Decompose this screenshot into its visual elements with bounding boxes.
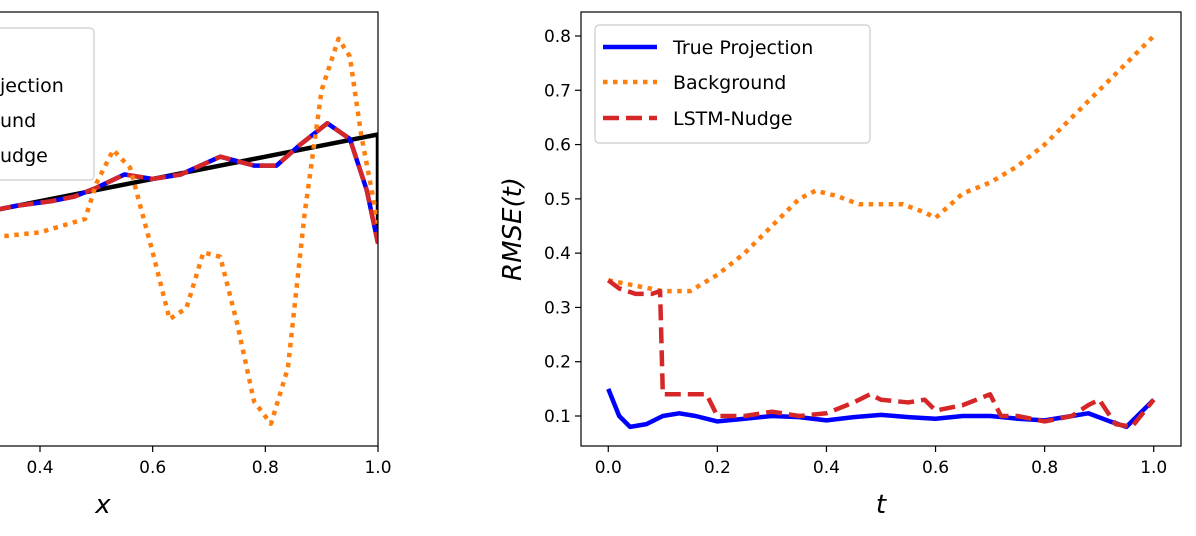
y-tick-label: 0.6	[544, 136, 571, 156]
left-series-truth	[0, 132, 378, 237]
y-tick-label: 0.4	[544, 244, 571, 264]
right-legend: True Projection Background LSTM-Nudge	[594, 24, 871, 144]
right-plot-area	[606, 34, 1156, 430]
right-chart-panel: 0.0 0.2 0.4 0.6 0.8 1.0 0.1 0.2 0.3 0.4 0.5 0.6 0.7…	[498, 11, 1182, 520]
left-legend-entry-3: udge	[0, 145, 48, 167]
x-tick-label: 1.0	[364, 458, 391, 478]
right-series-group	[606, 34, 1156, 430]
x-tick-label: 0.6	[922, 458, 949, 478]
left-legend-entry-1: jection	[0, 75, 64, 97]
left-x-axis-label: x	[94, 490, 111, 520]
left-chart-panel: 0.4 0.6 0.8 1.0 jection und udge x	[0, 11, 392, 520]
y-tick-label: 0.3	[544, 298, 571, 318]
right-plot-frame	[580, 11, 1182, 447]
x-tick-label: 1.0	[1140, 458, 1167, 478]
x-tick-label: 0.6	[139, 458, 166, 478]
right-y-ticks: 0.1 0.2 0.3 0.4 0.5 0.6 0.7 0.8	[544, 27, 581, 427]
x-tick-label: 0.0	[595, 458, 622, 478]
y-tick-label: 0.1	[544, 407, 571, 427]
right-y-axis-label: RMSE(t)	[498, 177, 528, 281]
left-x-ticks: 0.4 0.6 0.8 1.0	[26, 446, 392, 478]
y-tick-label: 0.2	[544, 353, 571, 373]
x-tick-label: 0.4	[26, 458, 53, 478]
y-tick-label: 0.7	[544, 81, 571, 101]
right-series-true-projection	[606, 388, 1156, 430]
left-legend-box	[0, 27, 95, 181]
right-x-ticks: 0.0 0.2 0.4 0.6 0.8 1.0	[595, 446, 1167, 478]
x-tick-label: 0.8	[252, 458, 279, 478]
right-legend-entry-true-projection: True Projection	[672, 37, 813, 59]
right-x-axis-label: t	[876, 490, 887, 520]
left-series-background	[0, 36, 378, 426]
left-legend: jection und udge	[0, 27, 95, 181]
y-tick-label: 0.8	[544, 27, 571, 47]
y-tick-label: 0.5	[544, 190, 571, 210]
right-series-lstm-nudge	[606, 278, 1156, 430]
x-tick-label: 0.8	[1031, 458, 1058, 478]
left-series-group	[0, 36, 378, 426]
right-legend-entry-background: Background	[673, 72, 786, 94]
left-plot-frame	[0, 11, 379, 447]
left-series-lstm-nudge	[0, 121, 378, 244]
right-series-background	[607, 34, 1156, 294]
left-legend-entry-2: und	[0, 110, 36, 132]
right-legend-box	[594, 24, 871, 144]
right-legend-entry-lstm-nudge: LSTM-Nudge	[673, 108, 793, 130]
x-tick-label: 0.2	[704, 458, 731, 478]
left-plot-area	[0, 36, 378, 426]
x-tick-label: 0.4	[813, 458, 840, 478]
